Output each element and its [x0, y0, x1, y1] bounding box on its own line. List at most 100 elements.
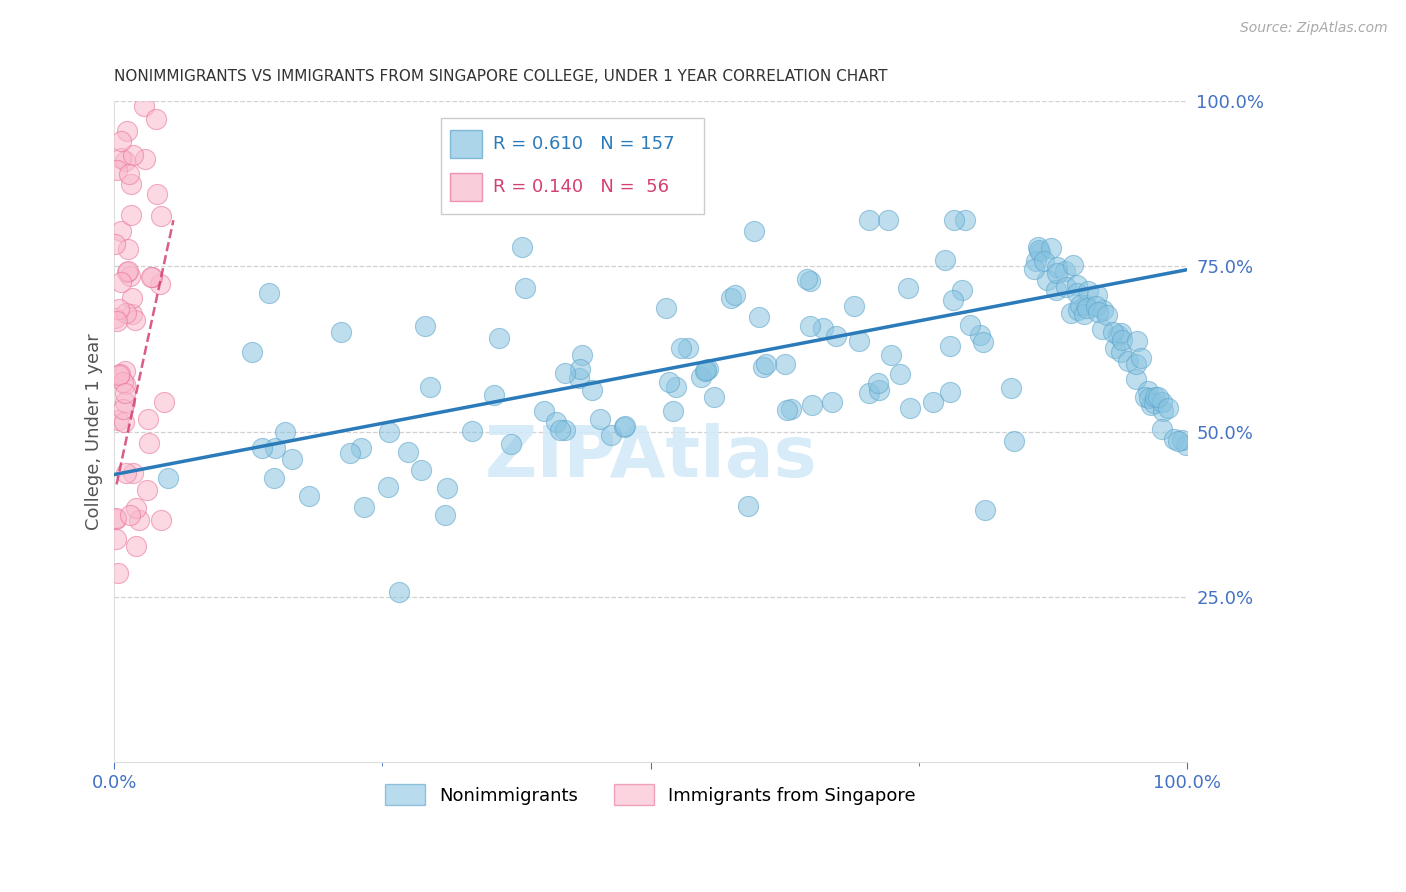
Point: [678, 342, 700, 356]
Point: [257, 285, 280, 300]
Point: [510, 240, 533, 254]
Point: [105, 314, 128, 328]
Point: [114, 467, 136, 481]
Point: [1116, 353, 1139, 368]
Point: [844, 299, 866, 313]
Point: [959, 318, 981, 333]
Point: [125, 539, 148, 553]
Point: [132, 99, 155, 113]
Point: [973, 502, 995, 516]
Point: [350, 441, 373, 455]
Point: [825, 328, 848, 343]
Point: [501, 437, 523, 451]
Point: [1136, 384, 1159, 399]
Text: ZIPAtlas: ZIPAtlas: [484, 424, 817, 492]
Point: [799, 318, 821, 333]
Point: [120, 208, 142, 222]
Point: [665, 380, 688, 394]
Point: [107, 566, 129, 581]
Point: [780, 402, 803, 417]
Point: [419, 380, 441, 394]
Point: [1002, 434, 1025, 449]
Point: [104, 511, 127, 525]
Point: [409, 463, 432, 477]
Point: [121, 291, 143, 305]
Point: [1046, 260, 1069, 275]
Point: [107, 413, 129, 427]
Point: [1153, 404, 1175, 418]
Point: [752, 360, 775, 375]
Point: [1137, 391, 1160, 405]
Point: [554, 366, 576, 380]
Point: [240, 344, 263, 359]
Point: [1095, 308, 1118, 322]
Point: [138, 435, 160, 450]
Point: [799, 274, 821, 288]
Point: [1152, 395, 1174, 409]
Point: [121, 307, 143, 321]
Point: [939, 339, 962, 353]
Point: [115, 123, 138, 137]
Point: [104, 532, 127, 546]
Point: [1101, 326, 1123, 340]
Point: [1109, 345, 1132, 359]
Point: [111, 375, 134, 389]
Point: [353, 500, 375, 515]
Point: [149, 277, 172, 291]
Text: R = 0.610   N = 157: R = 0.610 N = 157: [494, 136, 675, 153]
Point: [950, 283, 973, 297]
Point: [1157, 401, 1180, 415]
Point: [571, 347, 593, 361]
Point: [1163, 433, 1185, 447]
Point: [877, 213, 900, 227]
Bar: [450, 130, 482, 158]
Point: [658, 375, 681, 389]
Point: [273, 425, 295, 439]
Point: [281, 452, 304, 467]
Point: [1111, 333, 1133, 347]
Point: [689, 369, 711, 384]
Text: R = 0.140   N =  56: R = 0.140 N = 56: [494, 178, 669, 196]
Point: [378, 425, 401, 439]
Point: [943, 213, 966, 227]
Point: [581, 383, 603, 397]
Point: [263, 470, 285, 484]
Point: [1104, 341, 1126, 355]
Point: [1085, 287, 1108, 301]
Point: [115, 306, 138, 320]
Point: [1150, 422, 1173, 436]
Point: [128, 513, 150, 527]
Point: [703, 390, 725, 404]
Point: [554, 424, 576, 438]
Point: [533, 404, 555, 418]
Point: [589, 412, 612, 426]
Point: [110, 224, 132, 238]
Point: [1025, 253, 1047, 268]
Point: [1167, 434, 1189, 449]
Point: [114, 395, 136, 409]
Point: [1063, 258, 1085, 272]
Point: [773, 357, 796, 371]
Point: [117, 264, 139, 278]
Point: [510, 194, 533, 208]
Point: [252, 441, 274, 455]
Point: [105, 162, 128, 177]
Point: [1125, 372, 1147, 386]
Point: [613, 420, 636, 434]
Bar: [450, 173, 482, 201]
Point: [1066, 302, 1088, 317]
Point: [111, 402, 134, 417]
Point: [1045, 283, 1067, 297]
Point: [969, 328, 991, 343]
Point: [858, 385, 880, 400]
Point: [513, 281, 536, 295]
Point: [1029, 244, 1052, 259]
Point: [153, 395, 176, 409]
Point: [922, 394, 945, 409]
Text: NONIMMIGRANTS VS IMMIGRANTS FROM SINGAPORE COLLEGE, UNDER 1 YEAR CORRELATION CHA: NONIMMIGRANTS VS IMMIGRANTS FROM SINGAPO…: [114, 69, 889, 84]
Point: [488, 331, 510, 345]
Point: [1090, 321, 1112, 335]
Point: [141, 269, 163, 284]
Point: [776, 403, 799, 417]
Point: [821, 395, 844, 409]
